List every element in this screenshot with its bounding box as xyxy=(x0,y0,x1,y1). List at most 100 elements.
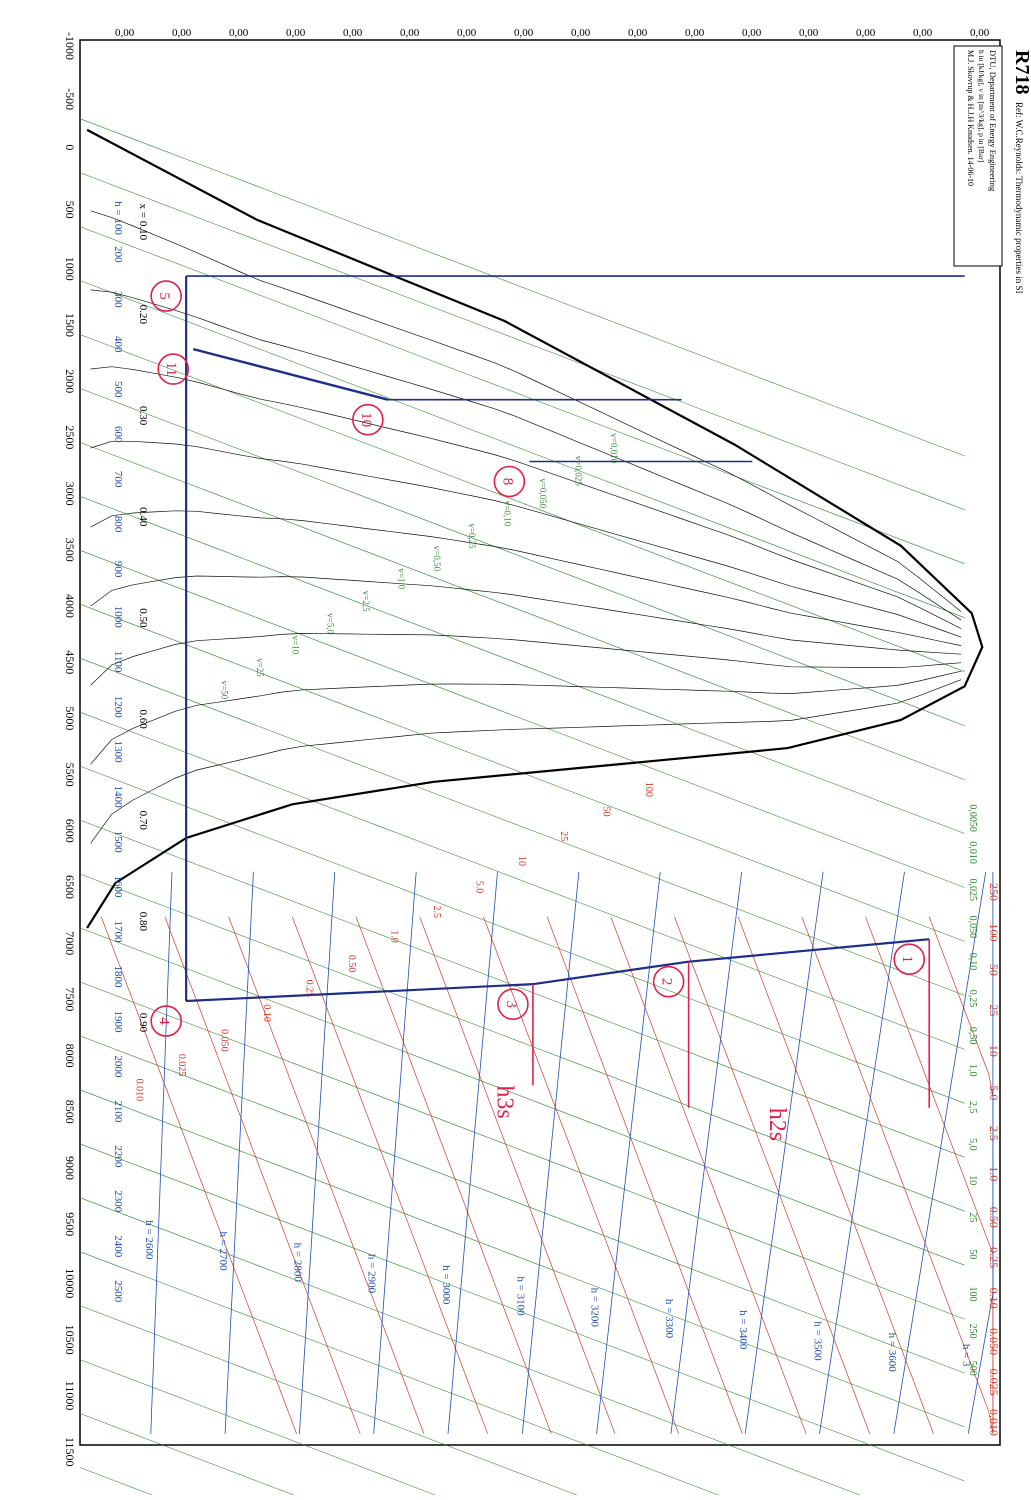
pressure-label: 0.010 xyxy=(987,1409,1001,1436)
volume-dome-label: v=50 xyxy=(220,681,230,700)
quality-label: 0.30 xyxy=(137,406,149,426)
h-vapor-label: h = 2600 xyxy=(143,1220,155,1260)
volume-label: 0,10 xyxy=(967,953,978,971)
h-liquid-label: 400 xyxy=(112,336,124,353)
y-tick-label: 0,00 xyxy=(571,27,591,39)
state-circle xyxy=(893,943,926,976)
h-liquid-label: 1500 xyxy=(112,831,124,854)
h-liquid-label: 1300 xyxy=(112,741,124,764)
quality-line xyxy=(90,210,962,612)
x-tick-label: 1000 xyxy=(63,257,77,281)
h-vapor-label: h = 3 xyxy=(960,1344,972,1367)
pressure-label: 2.5 xyxy=(987,1126,1001,1141)
h-liquid-label: 500 xyxy=(112,381,124,398)
h-vapor-label: h = 2800 xyxy=(291,1243,303,1283)
y-tick-label: 0,00 xyxy=(286,27,306,39)
pressure-line xyxy=(291,916,488,1434)
h-vapor-label: h = 3300 xyxy=(663,1299,675,1339)
state-point-10: 10 xyxy=(352,403,384,436)
volume-line xyxy=(79,819,965,1158)
pressure-label: 0.025 xyxy=(987,1369,1001,1396)
volume-label: 2,5 xyxy=(967,1101,978,1114)
x-tick-label: 9500 xyxy=(63,1212,77,1236)
y-tick-labels: 0,00 0,00 0,00 0,00 0,00 0,00 0,00 0,00 0,00 0,00… xyxy=(115,27,990,39)
volume-line xyxy=(79,1359,965,1500)
volume-dome-label: v=0,050 xyxy=(538,478,548,508)
quality-label: 0.70 xyxy=(137,811,149,831)
volume-line xyxy=(79,388,965,726)
volume-line xyxy=(79,442,965,780)
quality-line xyxy=(90,510,962,646)
pressure-label: 1.0 xyxy=(987,1166,1001,1181)
x-tick-label: 6000 xyxy=(63,819,77,843)
h-vapor-label: h = 3200 xyxy=(589,1288,601,1328)
info-line-1: DTU, Department of Energy Engineering xyxy=(988,50,998,192)
x-tick-label: 2000 xyxy=(63,369,77,393)
h-vapor-label: h = 2900 xyxy=(366,1254,378,1294)
volume-line xyxy=(79,1413,965,1500)
x-tick-label: -500 xyxy=(63,88,77,110)
x-tick-label: 4500 xyxy=(63,650,77,674)
volume-label: 0,050 xyxy=(967,916,978,939)
h-liquid-label: 2200 xyxy=(112,1145,124,1168)
state-point-11: 11 xyxy=(157,353,190,385)
x-tick-label: 500 xyxy=(63,201,77,219)
enthalpy-line xyxy=(299,871,336,1434)
volume-label: 1,0 xyxy=(967,1064,978,1077)
h-liquid-label: 2100 xyxy=(112,1100,124,1123)
volume-label: 50 xyxy=(967,1249,978,1259)
volume-dome-label: v=0,25 xyxy=(467,523,477,549)
title-block: R718 Ref: W.C.Reynolds: Thermodynamic pr… xyxy=(953,45,1031,294)
info-line-2: h in [kJ/kg], v in [m^3/kg], p in [Bar] xyxy=(977,50,986,162)
volume-dome-label: v=5,0 xyxy=(326,613,336,634)
y-tick-label: 0,00 xyxy=(799,27,819,39)
state-label: 11 xyxy=(163,362,179,376)
pressure-dome-label: 1.0 xyxy=(388,930,399,943)
cycle-path: 1 2 3 4 5 8 10 11 xyxy=(150,275,965,1108)
enthalpy-lines xyxy=(150,871,994,1434)
x-tick-label: -1000 xyxy=(63,32,77,60)
x-tick-label: 7000 xyxy=(63,931,77,955)
state-label: 1 xyxy=(899,955,915,963)
quality-lines xyxy=(90,210,962,844)
state-circle xyxy=(497,988,529,1020)
y-tick-label: 0,00 xyxy=(856,27,876,39)
state-label: 5 xyxy=(156,292,172,300)
h-liquid-label: 600 xyxy=(112,426,124,443)
h-vapor-label: h = 2700 xyxy=(217,1231,229,1271)
x-tick-label: 8500 xyxy=(63,1100,77,1124)
h-vapor-label: h = 3100 xyxy=(514,1276,526,1316)
volume-dome-label: v=0,010 xyxy=(609,433,619,463)
state-point-3: 3 xyxy=(497,988,529,1020)
pressure-dome-label: 0.50 xyxy=(346,955,357,973)
h-liquid-label: 900 xyxy=(112,561,124,578)
volume-line xyxy=(79,711,965,1050)
pressure-dome-label: 0.25 xyxy=(303,980,314,998)
state-point-4: 4 xyxy=(150,1005,182,1037)
volume-line xyxy=(79,118,965,457)
enthalpy-line xyxy=(670,871,743,1434)
volume-dome-label: v=2,5 xyxy=(361,591,371,612)
quality-label: 0.90 xyxy=(137,1013,149,1033)
volume-line xyxy=(79,550,965,888)
state-label: 10 xyxy=(358,412,374,427)
y-tick-label: 0,00 xyxy=(172,27,192,39)
state-point-5: 5 xyxy=(150,280,182,312)
state-label: 3 xyxy=(503,1000,519,1008)
pressure-dome-label: 0.010 xyxy=(134,1079,145,1102)
pressure-label: 10 xyxy=(987,1045,1001,1057)
y-tick-label: 0,00 xyxy=(913,27,933,39)
x-tick-label: 11000 xyxy=(63,1381,77,1411)
volume-line xyxy=(79,657,965,996)
x-tick-label: 10500 xyxy=(63,1325,77,1355)
info-line-3: M.J. Skovrup & H.J.H Knudsen. 14-06-10 xyxy=(966,50,975,186)
enthalpy-line xyxy=(150,871,173,1434)
x-tick-label: 3500 xyxy=(63,538,77,562)
chart-title: R718 xyxy=(1011,50,1031,94)
volume-line xyxy=(79,280,965,618)
state-point-2: 2 xyxy=(652,965,685,998)
enthalpy-line xyxy=(967,871,994,1434)
h-liquid-label: 700 xyxy=(112,471,124,488)
volume-dome-label: v=25 xyxy=(255,658,265,677)
